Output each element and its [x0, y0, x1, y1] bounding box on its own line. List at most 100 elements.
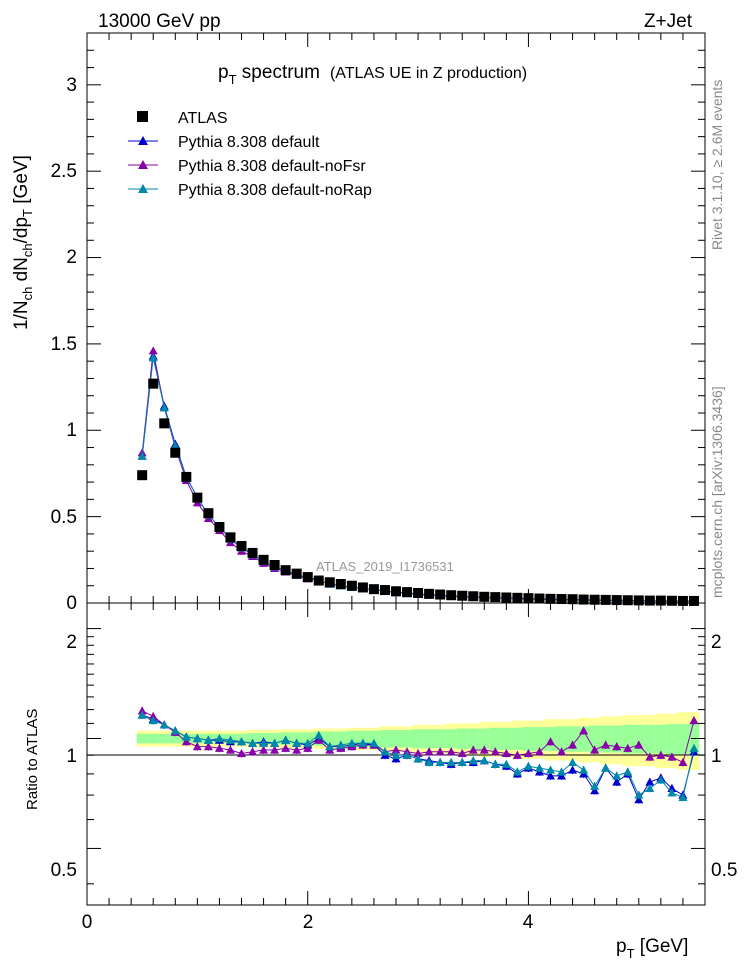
xlabel-a-sub: T	[627, 946, 635, 961]
ratio-series-point	[358, 738, 368, 747]
atlas-data-point	[346, 580, 357, 591]
main-ytick-label: 1.5	[51, 334, 77, 355]
ratio-series-point	[314, 735, 324, 744]
band-inner-bin	[434, 729, 446, 749]
ratio-series-point	[336, 740, 346, 749]
ratio-series-point	[468, 745, 478, 754]
main-ytick-label: 0.5	[51, 507, 77, 528]
atlas-data-point	[457, 590, 468, 601]
band-inner-bin	[291, 732, 303, 745]
ratio-series-point	[192, 742, 202, 751]
ratio-series-point	[181, 732, 191, 741]
band-inner-bin	[567, 726, 579, 752]
ratio-series-point	[237, 737, 246, 746]
legend-label-default: Pythia 8.308 default	[178, 134, 320, 151]
ratio-series-point	[623, 743, 633, 752]
ratio-series-point	[203, 742, 213, 751]
atlas-data-point	[247, 547, 258, 558]
ratio-series-point	[435, 757, 445, 767]
ratio-series-point	[413, 748, 423, 758]
atlas-data-point	[335, 579, 346, 589]
atlas-data-point	[313, 575, 324, 586]
band-inner-bin	[412, 729, 424, 749]
atlas-data-point	[302, 572, 313, 583]
ratio-series-point	[590, 745, 600, 754]
band-inner-bin	[302, 732, 314, 745]
ratio-series-point	[214, 743, 224, 752]
ratio-series-point	[546, 771, 555, 780]
ratio-series-point	[248, 738, 258, 747]
atlas-data-point	[214, 522, 225, 532]
band-inner-bin	[247, 733, 259, 745]
band-inner-bin	[467, 728, 479, 750]
title-rest: spectrum	[237, 62, 320, 83]
atlas-data-point	[644, 595, 655, 606]
ratio-series-point	[391, 750, 401, 759]
xlabel-a: p	[616, 936, 627, 957]
atlas-data-point	[258, 554, 269, 565]
ratio-series-point	[225, 745, 235, 754]
ratio-series-point	[369, 738, 379, 747]
ratio-series-point	[281, 735, 291, 744]
band-inner-bin	[522, 727, 534, 751]
main-ytick-label: 0	[66, 593, 77, 614]
legend-marker-norap	[138, 184, 148, 193]
band-inner-bin	[379, 730, 391, 748]
ratio-series-point	[557, 747, 567, 756]
ratio-series-point	[148, 711, 158, 720]
ratio-series-point	[579, 726, 589, 735]
band-inner-bin	[390, 730, 402, 748]
ratio-ytick-label-right: 2	[711, 632, 722, 653]
ratio-ytick-label: 1	[66, 746, 77, 767]
atlas-data-point	[181, 471, 192, 482]
xtick-label: 0	[82, 912, 93, 933]
title-sub: T	[229, 72, 237, 87]
ratio-ytick-label: 2	[66, 632, 77, 653]
band-inner-bin	[666, 724, 678, 755]
band-inner-bin	[324, 731, 336, 746]
process-label: Z+Jet	[644, 11, 693, 32]
atlas-data-point	[677, 595, 688, 606]
ratio-series-point	[192, 734, 202, 743]
ratio-series-point	[689, 716, 699, 725]
energy-label: 13000 GeV pp	[98, 11, 221, 32]
band-inner-bin	[677, 724, 689, 755]
ratio-series-point	[203, 735, 213, 744]
ratio-series-point	[137, 710, 147, 719]
ratio-series-point	[159, 720, 169, 729]
ratio-series-point	[645, 777, 655, 786]
atlas-data-point	[391, 586, 401, 597]
atlas-data-point	[567, 594, 578, 605]
ratio-series-point	[667, 788, 677, 797]
atlas-data-point	[148, 378, 159, 389]
ratio-series-point	[402, 750, 412, 759]
ylabel-c-sub: T	[20, 209, 35, 217]
band-inner-bin	[622, 724, 634, 754]
atlas-data-point	[280, 565, 291, 576]
atlas-data-point	[269, 560, 280, 570]
mcplots-label: mcplots.cern.ch [arXiv:1306.3436]	[709, 386, 725, 598]
atlas-data-point	[137, 470, 148, 481]
ratio-series-point	[303, 743, 313, 752]
band-inner-bin	[136, 733, 148, 744]
atlas-data-point	[490, 592, 501, 603]
main-ytick-label: 2	[66, 247, 77, 268]
band-inner-bin	[335, 731, 347, 746]
analysis-id: ATLAS_2019_I1736531	[316, 559, 454, 574]
atlas-data-point	[159, 418, 170, 429]
band-inner-bin	[500, 727, 512, 751]
band-inner-bin	[346, 730, 358, 747]
band-inner-bin	[688, 724, 700, 755]
atlas-data-point	[192, 492, 203, 503]
legend-marker-atlas	[137, 111, 148, 122]
atlas-data-point	[225, 532, 236, 543]
title-p: p	[218, 62, 229, 83]
ratio-series-point	[259, 745, 269, 754]
xlabel: pT [GeV]	[616, 936, 688, 961]
ratio-series-point	[446, 757, 456, 767]
main-series-point	[148, 353, 158, 362]
ylabel-a-sub: ch	[20, 287, 35, 301]
band-inner-bin	[600, 725, 612, 753]
main-ytick-label: 2.5	[51, 161, 77, 182]
